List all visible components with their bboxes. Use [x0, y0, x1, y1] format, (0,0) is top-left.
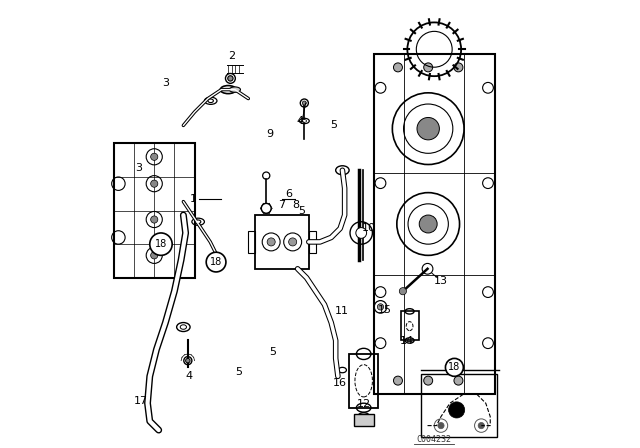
Text: C004232: C004232	[417, 435, 452, 444]
Circle shape	[267, 238, 275, 246]
Bar	[255, 215, 309, 269]
Text: 18: 18	[155, 239, 167, 249]
Text: 5: 5	[330, 121, 337, 130]
Text: 15: 15	[378, 305, 392, 315]
Ellipse shape	[302, 120, 307, 122]
Ellipse shape	[228, 76, 233, 81]
Ellipse shape	[302, 101, 307, 105]
Bar	[114, 143, 195, 278]
Circle shape	[206, 252, 226, 272]
Circle shape	[150, 252, 158, 259]
Text: 12: 12	[356, 399, 371, 409]
Bar	[401, 311, 419, 340]
Circle shape	[394, 63, 403, 72]
Circle shape	[445, 358, 463, 376]
Circle shape	[454, 63, 463, 72]
Circle shape	[454, 376, 463, 385]
Circle shape	[150, 233, 172, 255]
Circle shape	[417, 117, 440, 140]
Bar	[349, 354, 378, 408]
Text: 16: 16	[333, 378, 347, 388]
Text: 10: 10	[362, 224, 376, 233]
Ellipse shape	[358, 413, 369, 421]
Circle shape	[399, 288, 406, 295]
Bar	[421, 374, 497, 437]
Bar	[309, 231, 316, 253]
Text: 4: 4	[186, 371, 193, 381]
Text: 5: 5	[269, 347, 276, 357]
Text: 13: 13	[434, 276, 448, 286]
Circle shape	[150, 153, 158, 160]
Ellipse shape	[186, 358, 190, 363]
Text: 3: 3	[162, 78, 169, 88]
Circle shape	[419, 215, 437, 233]
Text: 9: 9	[266, 129, 273, 139]
Text: 14: 14	[400, 336, 415, 346]
Ellipse shape	[229, 87, 241, 92]
Text: 2: 2	[228, 51, 235, 61]
Text: 18: 18	[210, 257, 222, 267]
Bar	[248, 231, 255, 253]
Text: 7: 7	[278, 200, 285, 210]
Text: 1: 1	[190, 194, 197, 204]
Circle shape	[394, 376, 403, 385]
Circle shape	[378, 304, 383, 310]
Text: 5: 5	[299, 206, 305, 215]
Ellipse shape	[195, 220, 201, 224]
Bar	[374, 54, 495, 394]
Circle shape	[424, 63, 433, 72]
Ellipse shape	[180, 325, 186, 329]
Text: 3: 3	[135, 163, 142, 173]
Text: 11: 11	[335, 306, 349, 316]
Circle shape	[438, 422, 444, 429]
Circle shape	[424, 376, 433, 385]
Circle shape	[478, 422, 484, 429]
Ellipse shape	[208, 99, 213, 103]
Circle shape	[150, 216, 158, 223]
Circle shape	[449, 402, 465, 418]
Text: 18: 18	[448, 362, 461, 372]
Circle shape	[356, 228, 367, 238]
Text: 17: 17	[134, 396, 148, 406]
Text: 4: 4	[296, 116, 303, 126]
Bar	[353, 414, 374, 426]
Circle shape	[289, 238, 297, 246]
Text: 8: 8	[292, 200, 299, 210]
Text: 5: 5	[235, 367, 242, 377]
Circle shape	[150, 180, 158, 187]
Text: 6: 6	[285, 189, 292, 198]
